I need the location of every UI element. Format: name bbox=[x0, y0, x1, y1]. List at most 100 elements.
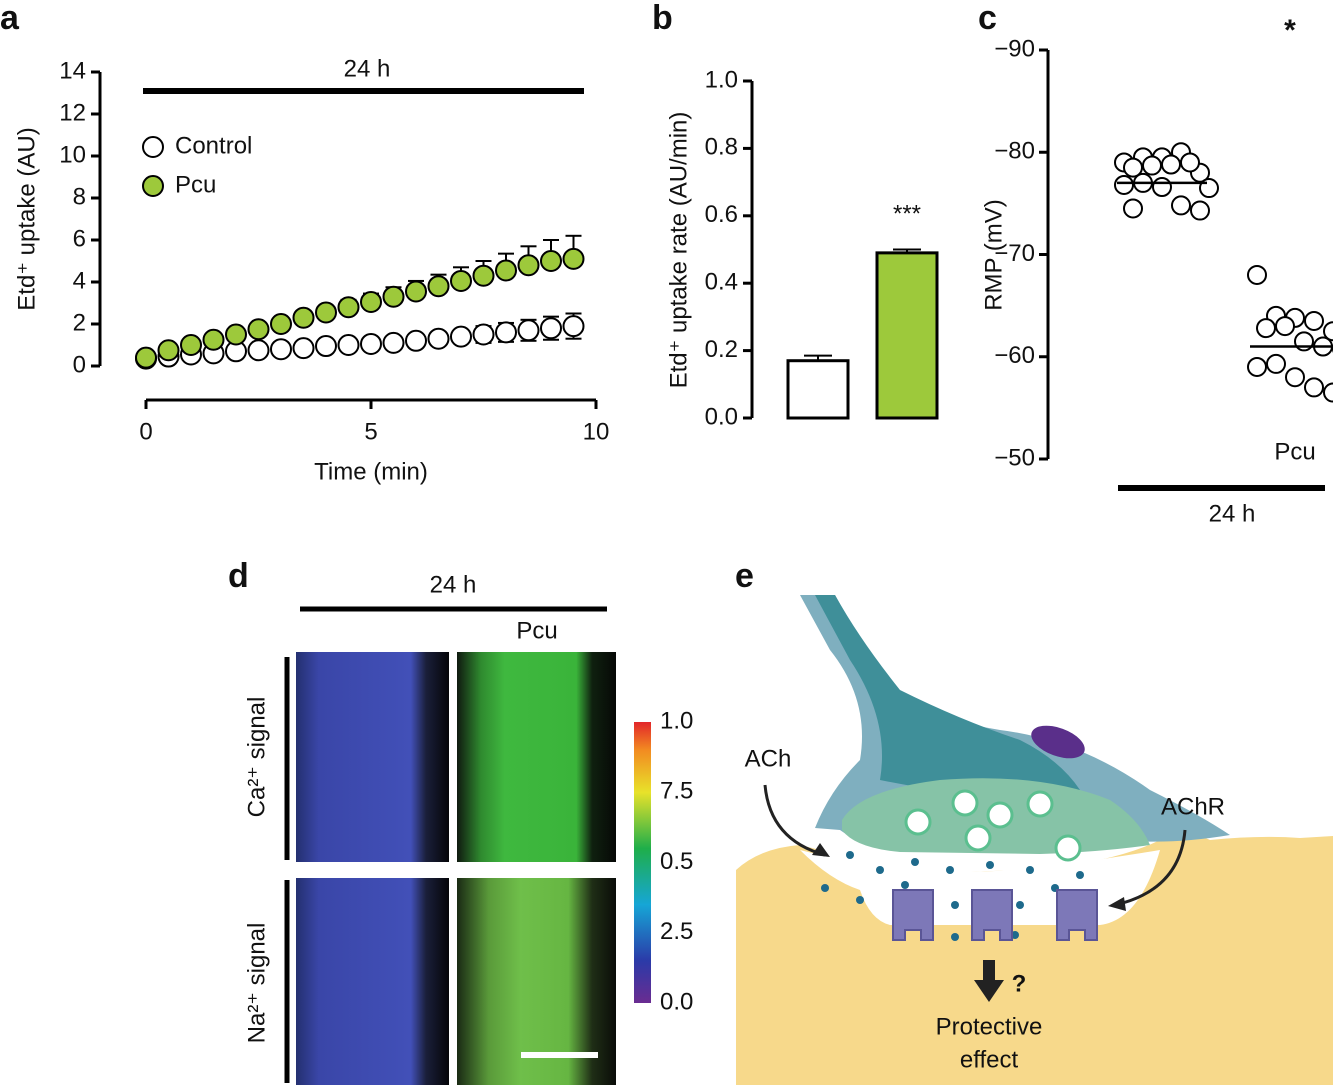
x-tick-label: Pcu bbox=[1274, 438, 1315, 465]
y-tick-label: −50 bbox=[994, 444, 1035, 471]
y-axis-label: RMP (mV) bbox=[980, 199, 1007, 311]
colorbar-label: 2.5 bbox=[660, 918, 693, 945]
ach bbox=[846, 851, 854, 859]
marker bbox=[382, 331, 405, 354]
marker bbox=[157, 339, 180, 362]
arrowhead bbox=[1108, 897, 1126, 911]
x-tick-label: 0 bbox=[139, 418, 152, 445]
point bbox=[1114, 174, 1134, 195]
marker bbox=[517, 254, 540, 277]
point bbox=[1171, 195, 1191, 216]
panel-d: 24 h Pcu Ca²⁺ signal Na²⁺ signal 1.0 7.5 0… bbox=[243, 571, 693, 1085]
legend-marker bbox=[142, 136, 164, 158]
panel-e: ACh AChR ? Protective effect bbox=[736, 595, 1333, 1085]
marker bbox=[337, 296, 360, 319]
annotation: *** bbox=[893, 200, 921, 227]
y-tick-label: −60 bbox=[994, 342, 1035, 369]
point bbox=[1180, 152, 1200, 173]
marker bbox=[450, 325, 472, 348]
vesicle bbox=[951, 789, 979, 817]
point bbox=[1266, 353, 1286, 374]
arrow bbox=[1114, 829, 1187, 907]
marker bbox=[495, 259, 517, 282]
point bbox=[1323, 382, 1333, 403]
marker bbox=[405, 280, 427, 303]
y-tick-label: −70 bbox=[994, 240, 1035, 267]
marker bbox=[562, 315, 585, 338]
row-label: Na²⁺ signal bbox=[243, 923, 270, 1044]
marker bbox=[495, 321, 517, 344]
arrowhead bbox=[812, 843, 830, 857]
point bbox=[1123, 198, 1143, 219]
marker bbox=[540, 250, 562, 272]
point bbox=[1152, 177, 1172, 198]
marker bbox=[472, 264, 495, 287]
point bbox=[1304, 377, 1324, 398]
outcome: Protective bbox=[936, 1013, 1043, 1040]
marker bbox=[292, 337, 315, 360]
marker bbox=[270, 313, 292, 335]
column-label: Pcu bbox=[516, 617, 557, 644]
panel-label: d bbox=[228, 557, 249, 595]
annotation: 24 h bbox=[430, 571, 477, 598]
marker bbox=[517, 319, 540, 342]
marker bbox=[337, 334, 360, 356]
legend-marker bbox=[142, 175, 164, 197]
label: ? bbox=[1012, 970, 1027, 997]
point bbox=[1161, 154, 1181, 175]
point bbox=[1275, 316, 1295, 337]
marker bbox=[270, 338, 292, 361]
point bbox=[1190, 200, 1210, 221]
point bbox=[1256, 318, 1276, 339]
marker bbox=[382, 285, 405, 308]
bar bbox=[875, 251, 939, 420]
y-tick-label: 0.6 bbox=[705, 201, 738, 228]
marker bbox=[135, 346, 157, 369]
y-tick-label: 0.2 bbox=[705, 336, 738, 363]
x-tick-label: 5 bbox=[364, 418, 377, 445]
y-tick-label: −90 bbox=[994, 35, 1035, 62]
marker bbox=[472, 323, 495, 346]
vesicle bbox=[904, 808, 932, 836]
y-axis-label: Etd⁺ uptake (AU) bbox=[13, 127, 40, 310]
marker bbox=[360, 290, 382, 313]
vesicle bbox=[1026, 790, 1054, 818]
point bbox=[1285, 367, 1305, 388]
point bbox=[1247, 264, 1267, 285]
marker bbox=[450, 269, 472, 292]
arrow bbox=[763, 784, 826, 857]
marker bbox=[315, 335, 337, 358]
colorbar-label: 7.5 bbox=[660, 778, 693, 805]
colorbar-label: 0.5 bbox=[660, 848, 693, 875]
vesicle bbox=[1054, 834, 1082, 862]
point bbox=[1142, 155, 1162, 176]
achr bbox=[971, 889, 1013, 941]
y-tick-label: −80 bbox=[994, 138, 1035, 165]
annotation: 24 h bbox=[344, 55, 391, 82]
ach bbox=[876, 866, 884, 874]
y-tick-label: 8 bbox=[73, 183, 86, 210]
outcome: effect bbox=[960, 1046, 1019, 1073]
panel-label: b bbox=[652, 0, 673, 37]
panel-label: e bbox=[735, 557, 754, 595]
marker bbox=[427, 275, 450, 298]
achr bbox=[1056, 889, 1098, 941]
ach bbox=[986, 861, 994, 869]
ach bbox=[911, 858, 919, 866]
point bbox=[1323, 321, 1333, 342]
image-na-pcu bbox=[457, 878, 616, 1085]
vesicle bbox=[986, 801, 1014, 829]
bracket-label: 24 h bbox=[1209, 500, 1256, 527]
colorbar bbox=[634, 722, 651, 1003]
y-tick-label: 12 bbox=[59, 99, 86, 126]
marker bbox=[202, 328, 225, 351]
marker bbox=[315, 301, 337, 324]
marker bbox=[360, 332, 382, 355]
marker bbox=[405, 329, 427, 352]
marker bbox=[292, 306, 315, 329]
point bbox=[1304, 310, 1324, 331]
colorbar-label: 0.0 bbox=[660, 988, 693, 1015]
ach bbox=[1076, 871, 1084, 879]
point bbox=[1123, 157, 1143, 178]
